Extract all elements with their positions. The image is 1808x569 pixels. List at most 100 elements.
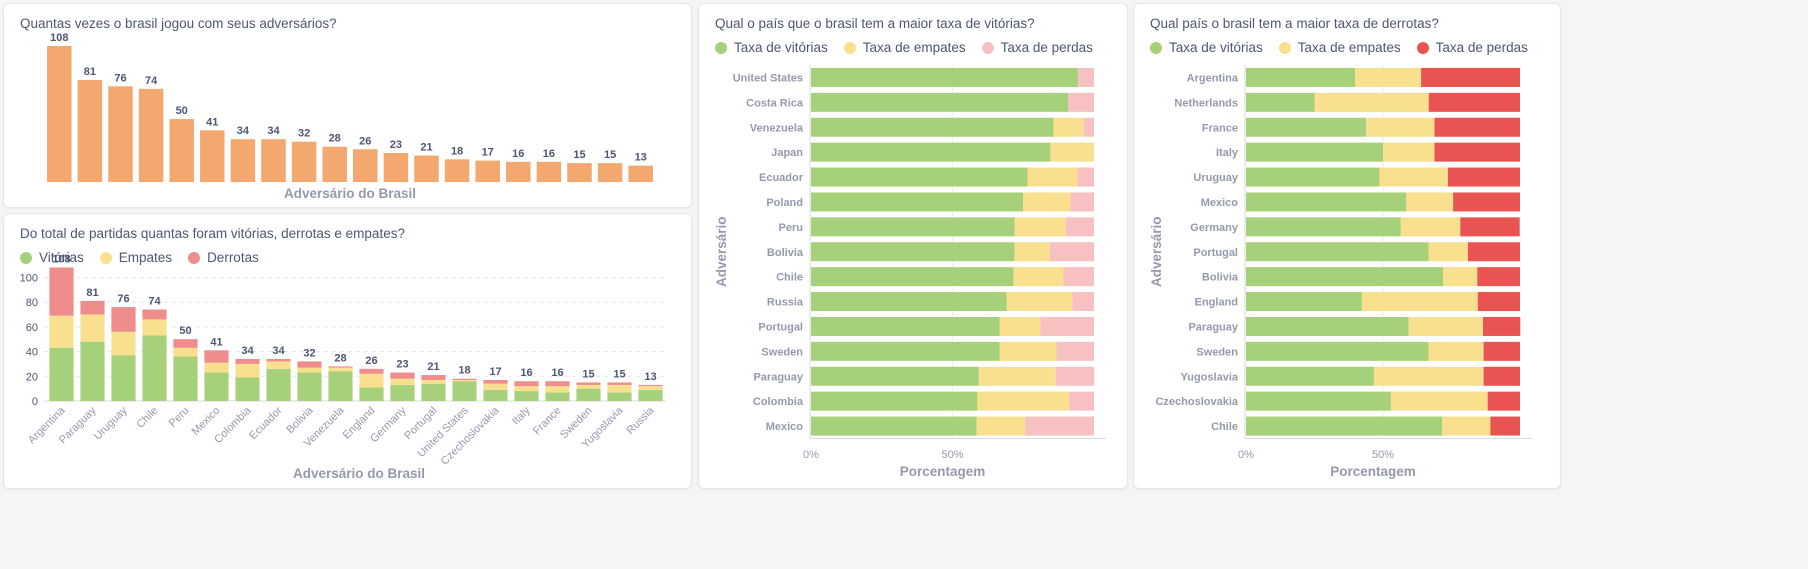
- data-label: 81: [86, 287, 98, 299]
- legend-dot: [981, 41, 994, 54]
- bar: [291, 141, 317, 182]
- bar-segment: [607, 384, 632, 393]
- y-axis-title: Adversário: [714, 216, 729, 287]
- bar-segment: [359, 387, 384, 401]
- bar-segment: [1246, 92, 1315, 112]
- y-tick-label: Chile: [1211, 421, 1238, 433]
- bar-segment: [1049, 242, 1094, 262]
- bar: [506, 161, 531, 182]
- legend-label: Derrotas: [207, 250, 259, 265]
- legend-item[interactable]: Vitórias: [20, 250, 84, 265]
- legend-item[interactable]: Taxa de perdas: [1416, 40, 1528, 55]
- y-tick-label: England: [1195, 297, 1238, 309]
- bar-segment: [1355, 67, 1422, 87]
- bar-segment: [328, 367, 353, 372]
- bar-segment: [977, 391, 1070, 411]
- bar-segment: [811, 292, 1007, 312]
- data-label: 34: [241, 345, 254, 357]
- bar-segment: [266, 368, 291, 401]
- bar-segment: [638, 389, 663, 401]
- bar-segment: [1383, 142, 1435, 162]
- bar-segment: [1246, 217, 1401, 237]
- y-tick-label: Peru: [779, 222, 803, 234]
- bar: [138, 88, 164, 182]
- bar-segment: [1447, 167, 1520, 187]
- bar-segment: [1246, 341, 1429, 361]
- x-axis-title: Adversário do Brasil: [293, 466, 425, 481]
- y-tick-label: Colombia: [753, 396, 804, 408]
- bar: [261, 139, 286, 182]
- legend-item[interactable]: Taxa de perdas: [981, 40, 1093, 55]
- bar-segment: [142, 319, 167, 336]
- bar-segment: [1373, 366, 1484, 386]
- bar-segment: [359, 368, 384, 374]
- bar-segment: [235, 363, 260, 378]
- card-win-rate: Qual o país que o brasil tem a maior tax…: [698, 3, 1128, 489]
- bar-segment: [1477, 267, 1520, 287]
- bar-segment: [1246, 292, 1362, 312]
- data-label: 23: [390, 139, 402, 151]
- bar-segment: [811, 142, 1051, 162]
- bar-segment: [1366, 117, 1435, 137]
- bar-segment: [545, 381, 570, 387]
- y-tick-label: Russia: [767, 297, 804, 309]
- bar-segment: [1443, 267, 1478, 287]
- bar-segment: [1434, 142, 1520, 162]
- legend-item[interactable]: Taxa de empates: [843, 40, 966, 55]
- data-label: 32: [298, 128, 310, 140]
- legend-item[interactable]: Derrotas: [188, 250, 259, 265]
- legend-item[interactable]: Taxa de empates: [1278, 40, 1401, 55]
- chart-results-breakdown: 020406080100108Argentina81Paraguay76Urug…: [20, 253, 666, 481]
- data-label: 28: [329, 133, 341, 145]
- legend-label: Taxa de vitórias: [1169, 40, 1263, 55]
- card-matches-count: Quantas vezes o brasil jogou com seus ad…: [3, 3, 692, 208]
- x-tick-label: Peru: [167, 405, 192, 430]
- bar-segment: [111, 307, 136, 332]
- legend-item[interactable]: Taxa de vitórias: [715, 40, 828, 55]
- bar-segment: [483, 389, 508, 401]
- bar-segment: [390, 372, 415, 379]
- bar-segment: [1246, 67, 1356, 87]
- y-tick-label: 80: [26, 297, 38, 309]
- y-tick-label: Argentina: [1187, 72, 1239, 84]
- legend-label: Taxa de perdas: [1000, 40, 1093, 55]
- legend-label: Taxa de empates: [862, 40, 966, 55]
- bar-segment: [204, 372, 229, 401]
- bar: [536, 161, 562, 182]
- bar-segment: [1467, 242, 1520, 262]
- y-tick-label: Japan: [771, 147, 803, 159]
- x-tick-label: Czechoslovakia: [439, 404, 503, 468]
- bar-segment: [1056, 341, 1094, 361]
- chart-loss-rate: Argentina Netherlands France Italy Uruguay Me…: [1149, 65, 1532, 479]
- bar-segment: [1246, 167, 1380, 187]
- x-axis-title: Adversário do Brasil: [284, 186, 416, 201]
- bar-segment: [811, 316, 1000, 336]
- bar: [200, 130, 225, 182]
- x-tick-label: Ecuador: [247, 404, 285, 442]
- y-tick-label: 20: [26, 371, 38, 383]
- legend: Taxa de vitórias Taxa de empates Taxa de p…: [1150, 40, 1528, 55]
- bar-segment: [1050, 142, 1094, 162]
- bar-segment: [607, 382, 632, 385]
- data-label: 15: [613, 368, 625, 380]
- x-tick-label: Chile: [134, 405, 160, 431]
- legend-dot: [843, 41, 856, 54]
- legend-item[interactable]: Taxa de vitórias: [1150, 40, 1263, 55]
- y-tick-label: Ecuador: [759, 172, 804, 184]
- bar-segment: [204, 350, 229, 363]
- bar: [444, 159, 470, 182]
- legend-dot: [715, 41, 727, 54]
- y-tick-label: Sweden: [761, 346, 803, 358]
- bar: [414, 155, 439, 182]
- bar-segment: [173, 356, 198, 401]
- bar-segment: [976, 416, 1025, 436]
- data-label: 50: [179, 325, 191, 337]
- card-title: Do total de partidas quantas foram vitór…: [20, 226, 405, 241]
- bar-segment: [638, 384, 663, 387]
- legend-item[interactable]: Empates: [99, 250, 172, 265]
- bar-segment: [1078, 67, 1094, 87]
- bar-segment: [111, 355, 136, 401]
- legend-dot: [1278, 41, 1291, 54]
- bar: [597, 163, 623, 182]
- bar: [47, 46, 72, 182]
